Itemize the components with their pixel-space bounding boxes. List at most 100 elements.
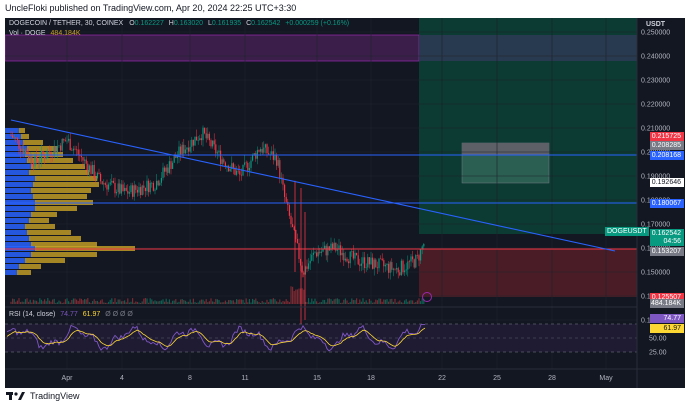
volume-bar xyxy=(312,301,314,304)
time-tick: 28 xyxy=(548,375,556,382)
candle-body xyxy=(53,146,55,157)
candle-body xyxy=(149,182,151,193)
rsi-band xyxy=(5,324,637,352)
time-tick: 8 xyxy=(188,375,192,382)
profile-bar-yellow xyxy=(19,264,41,269)
publish-bar: UncleFloki published on TradingView.com,… xyxy=(0,0,690,18)
rsi-empty-values: Ø Ø Ø Ø xyxy=(105,311,133,318)
volume-bar xyxy=(412,300,414,304)
volume-bar xyxy=(208,301,210,304)
candle-body xyxy=(258,150,260,152)
open-value: 0.162227 xyxy=(134,20,164,27)
profile-bar-yellow xyxy=(35,176,97,181)
candle-body xyxy=(210,140,212,147)
currency-label[interactable]: USDT xyxy=(646,21,666,28)
candle-body xyxy=(282,177,284,185)
profile-bar-blue xyxy=(5,176,35,181)
candle-body xyxy=(220,150,222,164)
volume-bar xyxy=(104,302,106,304)
time-tick: 15 xyxy=(313,375,321,382)
candle-body xyxy=(341,252,343,256)
rsi-label[interactable]: RSI (14, close) xyxy=(9,311,56,318)
candle-body xyxy=(167,167,169,173)
volume-bar xyxy=(354,300,356,304)
candle-body xyxy=(413,259,415,268)
footer-brand[interactable]: TradingView xyxy=(30,391,80,401)
volume-bar xyxy=(268,302,270,304)
candle-body xyxy=(135,185,137,190)
candle-body xyxy=(66,140,68,142)
candle-body xyxy=(380,258,382,260)
candle-body xyxy=(256,150,258,159)
candle-body xyxy=(400,260,402,276)
candle-body xyxy=(10,135,12,136)
profile-bar-blue xyxy=(5,206,35,211)
volume-bar xyxy=(63,302,65,304)
volume-bar xyxy=(93,299,95,304)
volume-bar xyxy=(149,298,151,304)
profile-bar-yellow xyxy=(29,236,81,241)
volume-bar xyxy=(256,301,258,304)
price-tick: 0.230000 xyxy=(641,78,670,85)
volume-bar xyxy=(319,302,321,304)
volume-bar xyxy=(183,300,185,304)
candle-body xyxy=(117,183,119,192)
profile-bar-blue xyxy=(5,218,29,223)
candle-body xyxy=(151,182,153,184)
alert-icon[interactable] xyxy=(422,292,432,302)
symbol-title[interactable]: DOGECOIN / TETHER, 30, COINEX xyxy=(9,20,124,27)
chart-area[interactable]: 0.2800000.2700000.2600000.2500000.240000… xyxy=(5,18,685,388)
volume-bar xyxy=(207,302,209,304)
volume-bar xyxy=(40,299,42,304)
resistance-zone-right xyxy=(419,35,637,61)
volume-bar xyxy=(103,302,105,304)
volume-bar xyxy=(335,298,337,304)
profile-bar-yellow xyxy=(27,230,71,235)
candle-body xyxy=(213,140,215,145)
volume-label[interactable]: Vol · DOGE xyxy=(9,30,46,37)
volume-bar xyxy=(252,298,254,304)
profile-bar-yellow xyxy=(33,182,99,187)
volume-bar xyxy=(204,301,206,304)
volume-bar xyxy=(343,299,345,304)
candle-body xyxy=(197,140,199,141)
volume-bar xyxy=(356,298,358,304)
volume-bar xyxy=(66,298,68,304)
volume-bar xyxy=(277,302,279,304)
volume-bar xyxy=(130,301,132,304)
target-box-top xyxy=(462,143,549,155)
candle-body xyxy=(82,157,84,161)
candle-body xyxy=(298,243,300,260)
candle-body xyxy=(312,252,314,255)
volume-bar xyxy=(236,299,238,304)
chart-canvas[interactable]: 0.2800000.2700000.2600000.2500000.240000… xyxy=(5,18,685,388)
close-label: C xyxy=(246,20,252,27)
profile-bar-yellow xyxy=(31,164,85,169)
profile-bar-blue xyxy=(5,194,33,199)
volume-bar xyxy=(383,299,385,304)
candle-body xyxy=(274,155,276,160)
volume-bar xyxy=(181,299,183,304)
profile-bar-blue xyxy=(5,188,31,193)
volume-profile xyxy=(5,128,135,275)
volume-bar xyxy=(100,300,102,304)
descending-trendline[interactable] xyxy=(10,119,616,252)
candle-body xyxy=(239,171,241,175)
candle-body xyxy=(260,149,262,152)
volume-bar xyxy=(349,301,351,304)
volume-bar xyxy=(400,302,402,304)
volume-bar xyxy=(223,302,225,304)
candle-body xyxy=(408,261,410,263)
volume-bar xyxy=(380,298,382,304)
volume-bar xyxy=(396,302,398,304)
profile-bar-blue xyxy=(5,182,33,187)
volume-bar xyxy=(338,299,340,304)
volume-bar xyxy=(410,300,412,304)
volume-bar xyxy=(114,298,116,304)
volume-bar xyxy=(191,302,193,304)
candle-body xyxy=(205,133,207,139)
candle-body xyxy=(261,149,263,153)
volume-bar xyxy=(146,298,148,304)
candle-body xyxy=(170,161,172,169)
volume-bar xyxy=(154,300,156,304)
